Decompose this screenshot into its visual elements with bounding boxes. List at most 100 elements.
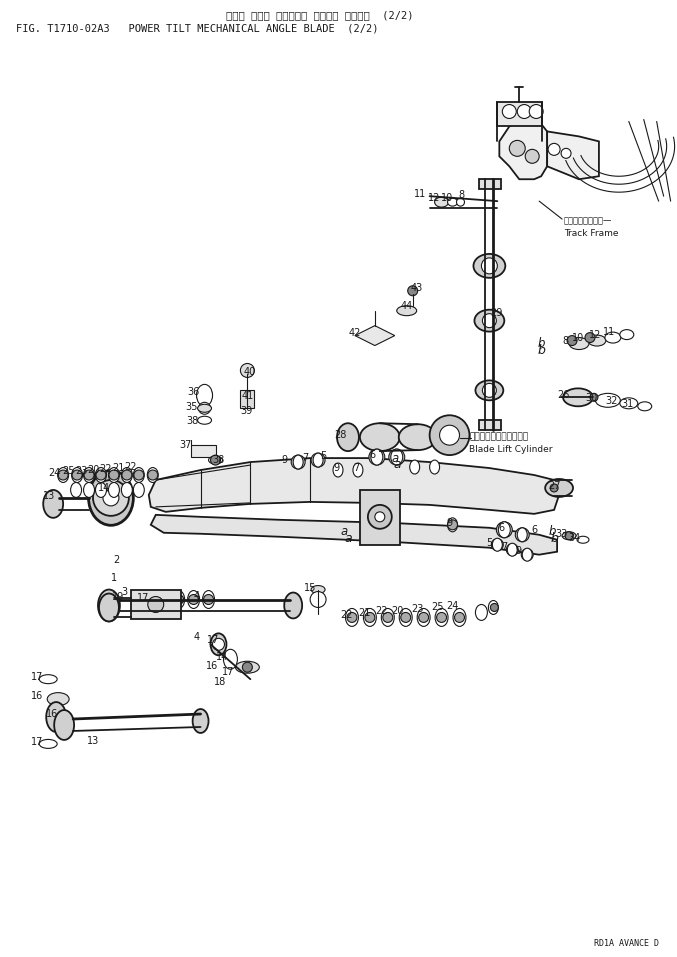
Circle shape xyxy=(517,104,531,119)
Ellipse shape xyxy=(43,490,63,518)
Text: 2: 2 xyxy=(113,555,119,565)
Text: b: b xyxy=(550,532,558,545)
Text: a: a xyxy=(344,532,352,545)
Bar xyxy=(131,590,181,619)
Ellipse shape xyxy=(58,468,68,482)
Ellipse shape xyxy=(95,468,106,482)
Text: 15: 15 xyxy=(304,583,316,592)
Text: 20: 20 xyxy=(87,465,100,475)
Circle shape xyxy=(84,470,94,480)
Text: 35: 35 xyxy=(185,402,198,412)
Circle shape xyxy=(174,594,183,605)
Text: 7: 7 xyxy=(501,542,508,552)
Text: 6: 6 xyxy=(498,523,504,533)
Text: 5: 5 xyxy=(320,451,326,461)
Text: 17: 17 xyxy=(137,592,149,603)
Circle shape xyxy=(72,470,82,480)
Text: FIG. T1710-02A3   POWER TILT MECHANICAL ANGLE BLADE  (2/2): FIG. T1710-02A3 POWER TILT MECHANICAL AN… xyxy=(16,24,379,33)
Ellipse shape xyxy=(475,605,487,620)
Text: 24: 24 xyxy=(446,601,459,612)
Circle shape xyxy=(375,512,385,522)
Ellipse shape xyxy=(196,385,213,407)
Text: 10: 10 xyxy=(441,193,454,203)
Ellipse shape xyxy=(108,482,119,498)
Ellipse shape xyxy=(563,389,593,407)
Text: 9: 9 xyxy=(446,518,453,528)
Circle shape xyxy=(496,522,512,538)
Ellipse shape xyxy=(397,305,416,316)
Circle shape xyxy=(502,104,517,119)
Ellipse shape xyxy=(447,518,458,532)
Ellipse shape xyxy=(391,449,403,465)
Text: 23: 23 xyxy=(412,605,424,614)
Text: 27: 27 xyxy=(548,481,561,491)
Circle shape xyxy=(196,388,213,403)
Text: 13: 13 xyxy=(43,491,56,501)
Circle shape xyxy=(525,149,539,164)
Ellipse shape xyxy=(364,609,376,627)
Text: 17: 17 xyxy=(31,737,43,746)
Text: b: b xyxy=(538,337,545,350)
Text: 32: 32 xyxy=(606,396,618,407)
Ellipse shape xyxy=(498,522,510,538)
Ellipse shape xyxy=(148,468,158,482)
Text: 31: 31 xyxy=(621,399,634,410)
Circle shape xyxy=(509,141,525,156)
Circle shape xyxy=(291,456,305,469)
Circle shape xyxy=(148,596,164,612)
Text: 39: 39 xyxy=(240,407,253,416)
Circle shape xyxy=(515,528,529,542)
Text: 17: 17 xyxy=(222,667,235,678)
Text: Blade Lift Cylinder: Blade Lift Cylinder xyxy=(469,445,553,455)
Text: 41: 41 xyxy=(241,391,253,401)
Bar xyxy=(360,490,399,545)
Ellipse shape xyxy=(399,609,412,627)
Ellipse shape xyxy=(236,661,259,673)
Text: 14: 14 xyxy=(98,483,110,493)
Text: 3: 3 xyxy=(121,587,127,596)
Text: 42: 42 xyxy=(349,327,361,338)
Circle shape xyxy=(148,470,158,480)
Circle shape xyxy=(389,449,405,465)
Circle shape xyxy=(529,104,543,119)
Text: 4: 4 xyxy=(194,590,200,601)
Text: 7: 7 xyxy=(302,453,308,463)
Circle shape xyxy=(134,470,144,480)
Circle shape xyxy=(483,314,496,327)
Ellipse shape xyxy=(562,532,576,540)
Circle shape xyxy=(347,612,357,622)
Circle shape xyxy=(204,594,213,605)
Text: 22: 22 xyxy=(125,462,137,472)
Ellipse shape xyxy=(381,609,394,627)
Text: 17: 17 xyxy=(31,672,43,682)
Ellipse shape xyxy=(475,380,503,400)
Circle shape xyxy=(401,612,411,622)
Ellipse shape xyxy=(293,456,303,469)
Circle shape xyxy=(437,612,447,622)
Ellipse shape xyxy=(223,649,238,669)
Ellipse shape xyxy=(121,468,132,482)
Circle shape xyxy=(213,638,225,651)
Text: 22: 22 xyxy=(376,607,388,616)
Ellipse shape xyxy=(89,471,133,525)
Text: 21: 21 xyxy=(112,463,125,473)
Ellipse shape xyxy=(345,609,358,627)
Text: 16: 16 xyxy=(31,691,43,701)
Text: 9: 9 xyxy=(281,456,287,465)
Text: 22: 22 xyxy=(341,611,353,620)
Ellipse shape xyxy=(545,479,573,497)
Ellipse shape xyxy=(417,609,430,627)
Ellipse shape xyxy=(133,482,144,498)
Text: 5: 5 xyxy=(486,538,492,547)
Ellipse shape xyxy=(577,536,589,544)
Text: b: b xyxy=(548,525,556,538)
Ellipse shape xyxy=(456,198,464,206)
Bar xyxy=(191,445,215,457)
Ellipse shape xyxy=(311,586,325,593)
Circle shape xyxy=(481,257,498,274)
Circle shape xyxy=(368,505,392,529)
Circle shape xyxy=(211,456,221,465)
Ellipse shape xyxy=(517,528,527,542)
Ellipse shape xyxy=(638,402,652,411)
Text: 38: 38 xyxy=(213,456,225,465)
